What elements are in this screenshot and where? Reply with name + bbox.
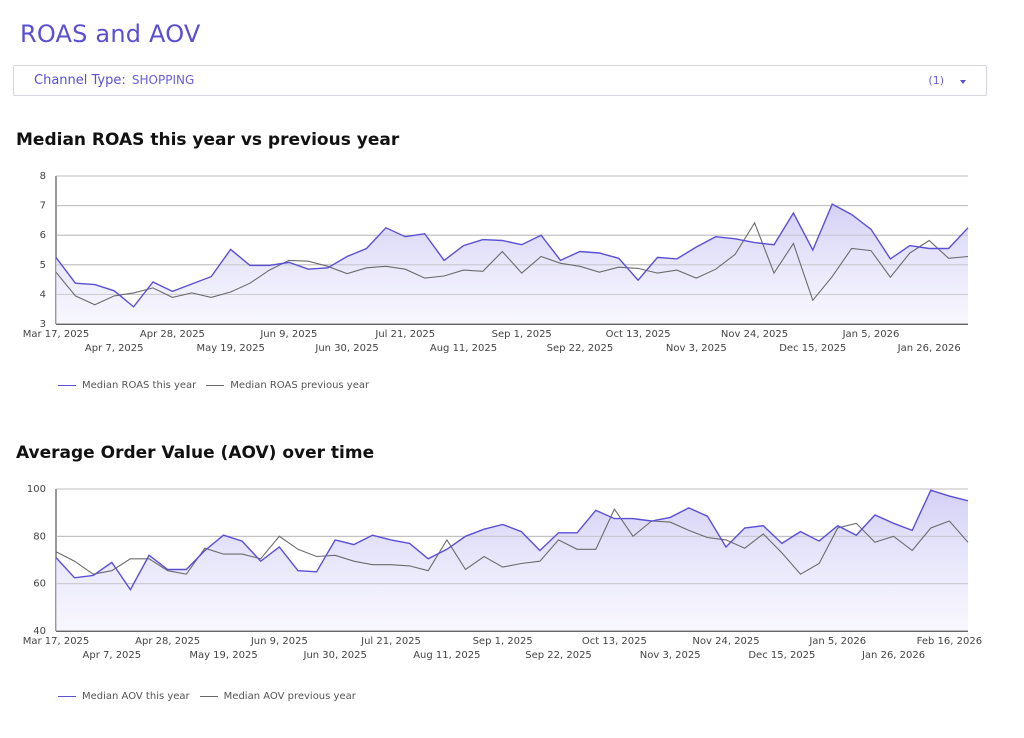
legend-label: Median ROAS this year bbox=[82, 380, 197, 391]
x-tick-label: Sep 22, 2025 bbox=[547, 343, 614, 354]
x-tick-label: May 19, 2025 bbox=[189, 650, 257, 661]
x-tick-label: Jan 26, 2026 bbox=[897, 343, 961, 354]
legend-label: Median AOV previous year bbox=[223, 691, 356, 702]
x-tick-label: Mar 17, 2025 bbox=[23, 636, 90, 647]
x-tick-label: Jan 5, 2026 bbox=[842, 329, 900, 340]
x-tick-label: May 19, 2025 bbox=[196, 343, 264, 354]
y-tick-label: 60 bbox=[33, 579, 46, 590]
x-tick-label: Apr 28, 2025 bbox=[135, 636, 200, 647]
legend-label: Median ROAS previous year bbox=[230, 380, 370, 391]
x-tick-label: Dec 15, 2025 bbox=[748, 650, 815, 661]
x-tick-label: Nov 3, 2025 bbox=[640, 650, 701, 661]
legend-item-aov-this-year[interactable]: Median AOV this year bbox=[58, 691, 190, 702]
filter-label-text: Channel Type: bbox=[34, 73, 126, 88]
x-tick-label: Apr 7, 2025 bbox=[83, 650, 142, 661]
x-tick-label: Nov 3, 2025 bbox=[666, 343, 727, 354]
x-tick-label: Sep 1, 2025 bbox=[492, 329, 552, 340]
filter-value: SHOPPING bbox=[131, 73, 195, 87]
line-previous-year bbox=[55, 507, 969, 575]
x-tick-label: Oct 13, 2025 bbox=[582, 636, 647, 647]
x-tick-label: Nov 24, 2025 bbox=[692, 636, 759, 647]
y-tick-label: 5 bbox=[40, 260, 46, 271]
x-tick-label: Dec 15, 2025 bbox=[779, 343, 846, 354]
legend-swatch-this-year bbox=[58, 696, 76, 697]
x-tick-label: Jun 9, 2025 bbox=[259, 329, 317, 340]
y-tick-label: 80 bbox=[33, 531, 46, 542]
y-tick-label: 7 bbox=[40, 201, 46, 212]
page-title: ROAS and AOV bbox=[20, 20, 201, 48]
filter-label: Channel Type: SHOPPING bbox=[34, 73, 194, 88]
x-tick-label: Jan 5, 2026 bbox=[808, 636, 866, 647]
x-tick-label: Sep 22, 2025 bbox=[525, 650, 592, 661]
aov-chart-title: Average Order Value (AOV) over time bbox=[16, 443, 375, 463]
x-tick-label: Sep 1, 2025 bbox=[473, 636, 533, 647]
x-tick-label: Oct 13, 2025 bbox=[606, 329, 671, 340]
x-tick-label: Aug 11, 2025 bbox=[413, 650, 480, 661]
x-tick-label: Apr 28, 2025 bbox=[140, 329, 205, 340]
legend-item-roas-this-year[interactable]: Median ROAS this year bbox=[58, 380, 196, 391]
x-tick-label: Jan 26, 2026 bbox=[861, 650, 925, 661]
aov-chart: 40 60 80 100 Mar 17, 2025 Apr 7, 2025 Apr 28, … bbox=[23, 484, 982, 661]
y-tick-label: 40 bbox=[33, 626, 46, 637]
filter-count: (1) bbox=[928, 74, 944, 87]
x-tick-label: Jun 30, 2025 bbox=[314, 343, 378, 354]
roas-chart-title: Median ROAS this year vs previous year bbox=[16, 130, 400, 150]
aov-legend: Median AOV this year Median AOV previous… bbox=[58, 691, 366, 702]
area-this-year bbox=[56, 490, 968, 631]
y-tick-label: 4 bbox=[40, 289, 46, 300]
x-tick-label: Jul 21, 2025 bbox=[360, 636, 421, 647]
legend-item-aov-previous-year[interactable]: Median AOV previous year bbox=[199, 691, 356, 702]
roas-chart: 3 4 5 6 7 8 Mar 17, 2025 Apr 7, 2025 Apr 28, 202… bbox=[23, 171, 969, 354]
line-previous-year bbox=[55, 221, 969, 306]
x-tick-label: Nov 24, 2025 bbox=[721, 329, 788, 340]
y-tick-label: 6 bbox=[40, 230, 46, 241]
y-tick-label: 8 bbox=[40, 171, 46, 182]
x-tick-label: Apr 7, 2025 bbox=[85, 343, 144, 354]
roas-legend: Median ROAS this year Median ROAS previo… bbox=[58, 380, 379, 391]
chevron-down-icon[interactable] bbox=[960, 80, 966, 84]
y-tick-label: 100 bbox=[27, 484, 46, 495]
legend-swatch-this-year bbox=[58, 385, 76, 386]
x-tick-label: Feb 16, 2026 bbox=[917, 636, 982, 647]
legend-swatch-previous-year bbox=[199, 696, 218, 697]
area-this-year bbox=[56, 204, 968, 324]
legend-item-roas-previous-year[interactable]: Median ROAS previous year bbox=[206, 380, 369, 391]
y-tick-label: 3 bbox=[40, 319, 46, 330]
x-tick-label: Jun 9, 2025 bbox=[250, 636, 308, 647]
legend-swatch-previous-year bbox=[206, 385, 225, 386]
x-tick-label: Aug 11, 2025 bbox=[430, 343, 497, 354]
x-tick-label: Jul 21, 2025 bbox=[374, 329, 435, 340]
channel-type-filter[interactable]: Channel Type: SHOPPING (1) bbox=[13, 65, 987, 96]
x-tick-label: Mar 17, 2025 bbox=[23, 329, 90, 340]
legend-label: Median AOV this year bbox=[82, 691, 190, 702]
line-this-year bbox=[55, 203, 969, 308]
line-this-year bbox=[55, 489, 969, 591]
x-tick-label: Jun 30, 2025 bbox=[303, 650, 367, 661]
